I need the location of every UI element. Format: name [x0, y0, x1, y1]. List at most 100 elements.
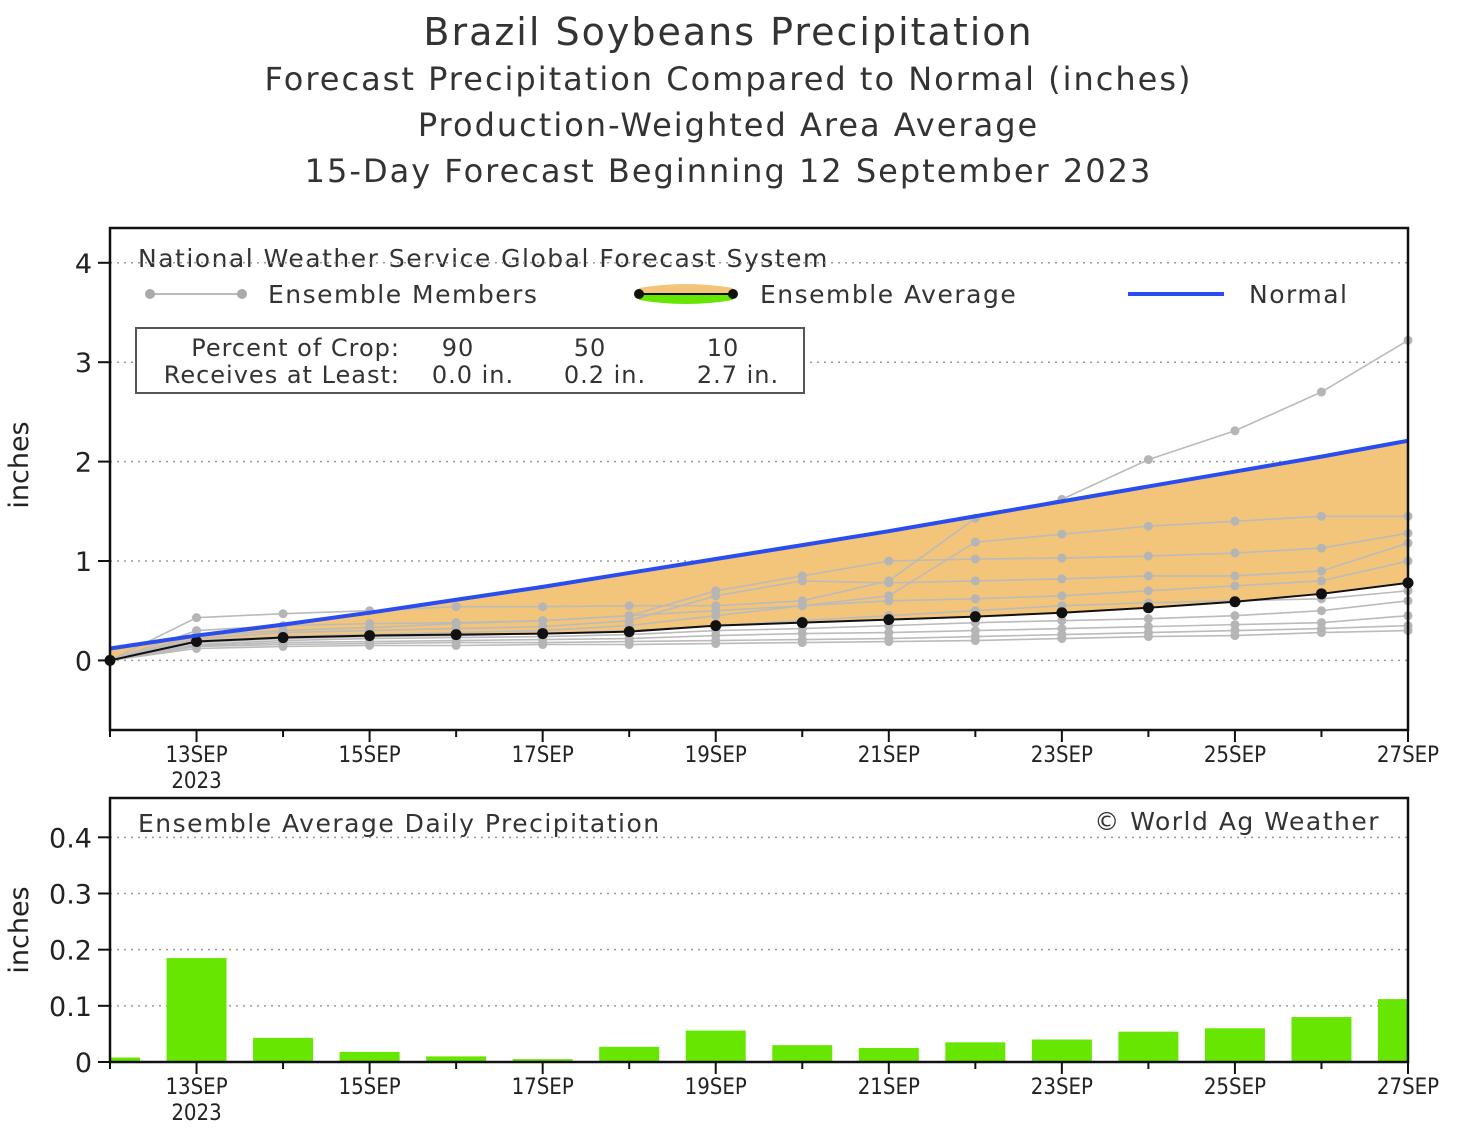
- ensemble-average-point: [537, 628, 549, 640]
- bottom-x-tick-label: 15SEP: [339, 1075, 401, 1100]
- ensemble-average-point: [710, 620, 722, 632]
- ensemble-member-point: [538, 602, 548, 612]
- bottom-x-tick-label: 19SEP: [685, 1075, 747, 1100]
- daily-precip-bar: [512, 1059, 573, 1062]
- ensemble-average-point: [364, 630, 376, 642]
- ensemble-member-line-2: [109, 532, 1409, 662]
- ensemble-member-point: [365, 641, 375, 651]
- ensemble-member-point: [1316, 387, 1326, 397]
- ensemble-member-point: [1230, 581, 1240, 591]
- daily-precip-title: Ensemble Average Daily Precipitation: [138, 809, 661, 838]
- ensemble-member-line-7: [109, 614, 1409, 662]
- ensemble-member-point: [797, 576, 807, 586]
- ensemble-member-point: [451, 641, 461, 651]
- ensemble-member-point: [1057, 591, 1067, 601]
- ensemble-member-point: [1230, 631, 1240, 641]
- top-x-tick-label: 19SEP: [685, 743, 747, 768]
- daily-precip-bar: [426, 1056, 487, 1062]
- daily-precip-bar: [1378, 999, 1408, 1062]
- ensemble-member-point: [1230, 426, 1240, 436]
- bottom-x-tick-label: 23SEP: [1031, 1075, 1093, 1100]
- ensemble-member-line-8: [109, 624, 1409, 662]
- daily-precip-bar: [772, 1045, 833, 1062]
- ensemble-member-point: [538, 640, 548, 650]
- top-x-tick-label: 13SEP: [165, 743, 227, 768]
- ensemble-member-point: [278, 641, 288, 651]
- ensemble-member-point: [1143, 614, 1153, 624]
- ensemble-average-point: [969, 611, 981, 623]
- legend-average-dot-left: [634, 289, 644, 299]
- ensemble-average-point: [277, 632, 289, 644]
- legend-members-label: Ensemble Members: [268, 280, 538, 309]
- ensemble-average-point: [1056, 607, 1068, 619]
- ensemble-member-line-9: [109, 629, 1409, 662]
- gfs-annotation: National Weather Service Global Forecast…: [138, 244, 829, 273]
- top-y-tick-label: 4: [75, 249, 92, 280]
- ensemble-member-point: [1316, 606, 1326, 616]
- ensemble-member-point: [1143, 551, 1153, 561]
- ensemble-member-line-3: [109, 542, 1409, 662]
- daily-precip-bar: [599, 1046, 660, 1062]
- daily-precip-bar: [166, 958, 227, 1062]
- ensemble-member-point: [970, 576, 980, 586]
- ensemble-member-point: [970, 594, 980, 604]
- daily-precip-bar: [1118, 1031, 1179, 1062]
- ensemble-member-line-6: [109, 599, 1409, 662]
- bottom-x-tick-label: 17SEP: [512, 1075, 574, 1100]
- crop-amount-90: 0.0 in.: [432, 361, 514, 389]
- top-plot-frame: [108, 226, 1410, 732]
- ensemble-member-point: [797, 638, 807, 648]
- ensemble-member-point: [970, 554, 980, 564]
- crop-table: Percent of Crop: Receives at Least: 90 5…: [135, 327, 805, 394]
- bottom-x-tick-label: 27SEP: [1377, 1075, 1439, 1100]
- top-x-tick-label: 25SEP: [1204, 743, 1266, 768]
- bottom-x-tick-year: 2023: [171, 1101, 221, 1126]
- crop-row2-label: Receives at Least:: [164, 361, 400, 389]
- ensemble-member-point: [1143, 632, 1153, 642]
- ensemble-average-line: [109, 581, 1409, 662]
- top-y-tick-label: 2: [75, 448, 92, 479]
- crop-amount-50: 0.2 in.: [564, 361, 646, 389]
- ensemble-member-point: [1316, 566, 1326, 576]
- ensemble-average-point: [883, 614, 895, 626]
- daily-precip-bar: [1031, 1039, 1092, 1062]
- daily-precip-bar: [1291, 1017, 1352, 1062]
- ensemble-member-point: [970, 636, 980, 646]
- daily-precip-bar: [253, 1037, 314, 1062]
- daily-precip-bar: [110, 1057, 140, 1062]
- ensemble-average-point: [1142, 602, 1154, 614]
- ensemble-member-point: [1230, 516, 1240, 526]
- crop-row1-label: Percent of Crop:: [191, 334, 400, 362]
- top-x-tick-year: 2023: [171, 769, 221, 794]
- ensemble-average-point: [191, 636, 203, 648]
- legend-average-label: Ensemble Average: [760, 280, 1017, 309]
- crop-table-box: [135, 327, 805, 394]
- ensemble-member-point: [884, 596, 894, 606]
- ensemble-member-point: [1143, 571, 1153, 581]
- ensemble-average-point: [796, 617, 808, 629]
- ensemble-average-point: [623, 626, 635, 638]
- daily-precip-bar: [858, 1047, 919, 1062]
- ensemble-member-point: [1230, 548, 1240, 558]
- ensemble-member-point: [1230, 571, 1240, 581]
- ensemble-member-point: [1316, 628, 1326, 638]
- ensemble-member-point: [1057, 634, 1067, 644]
- ensemble-member-point: [1057, 616, 1067, 626]
- ensemble-member-point: [711, 611, 721, 621]
- legend-members-dot-left: [145, 289, 155, 299]
- top-x-tick-label: 17SEP: [512, 743, 574, 768]
- crop-percent-50: 50: [574, 334, 607, 362]
- copyright-annotation: © World Ag Weather: [1094, 807, 1380, 836]
- chart-subtitle-3: 15-Day Forecast Beginning 12 September 2…: [304, 152, 1153, 190]
- legend-average-dot-right: [728, 289, 738, 299]
- ensemble-average-point: [450, 629, 462, 641]
- top-y-axis-label: inches: [4, 421, 35, 508]
- ensemble-member-point: [624, 640, 634, 650]
- top-x-tick-label: 23SEP: [1031, 743, 1093, 768]
- bottom-x-tick-label: 21SEP: [858, 1075, 920, 1100]
- crop-amount-10: 2.7 in.: [697, 361, 779, 389]
- chart-titles: Brazil Soybeans Precipitation Forecast P…: [0, 8, 1457, 194]
- chart-title: Brazil Soybeans Precipitation: [423, 10, 1034, 54]
